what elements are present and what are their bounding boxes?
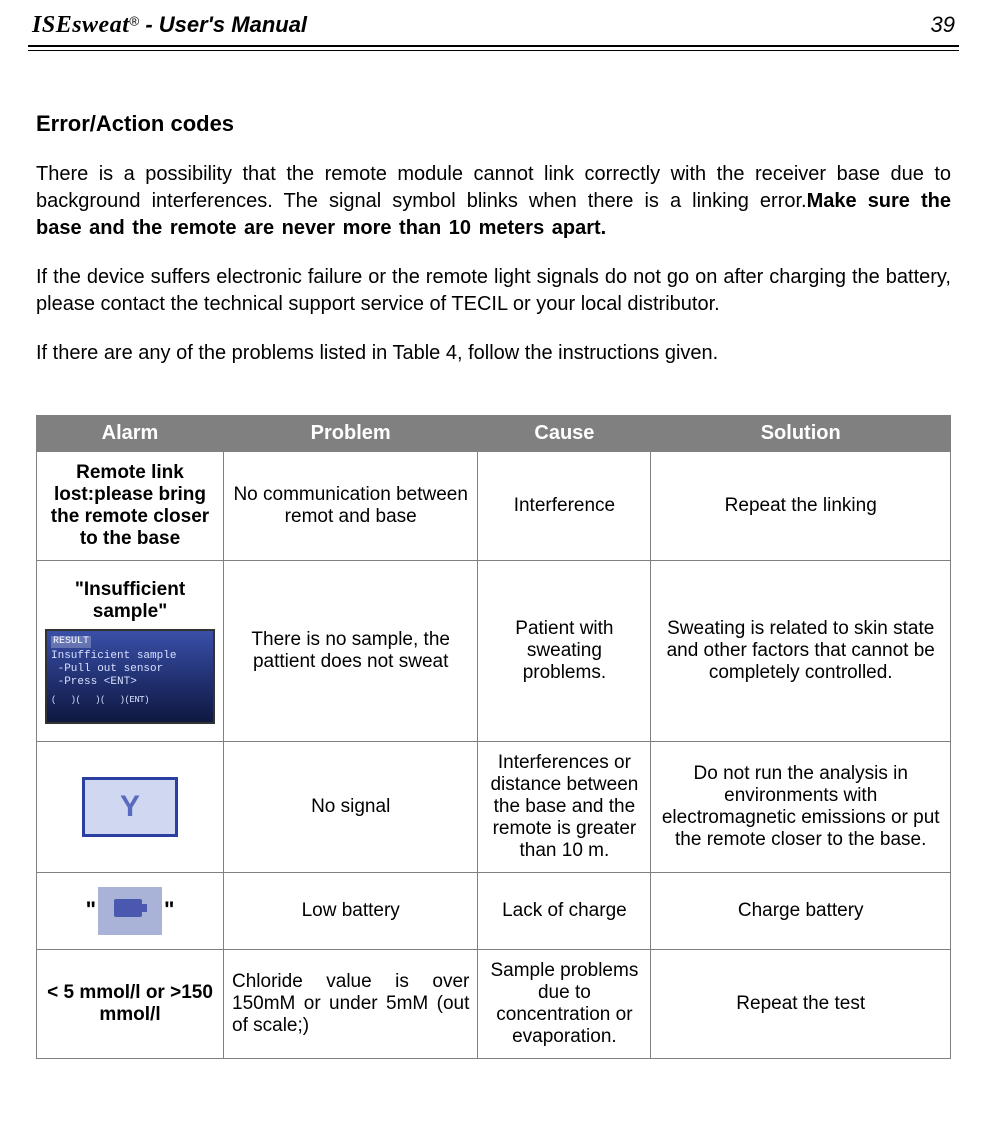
quote-close: " xyxy=(164,897,174,922)
header-left: ISEsweat® - User's Manual xyxy=(32,12,307,39)
cell-cause-1: Patient with sweating problems. xyxy=(478,561,651,742)
table-row: Remote link lost:please bring the remote… xyxy=(37,452,951,561)
brand-name: ISEsweat xyxy=(32,12,129,38)
paragraph-2: If the device suffers electronic failure… xyxy=(36,264,951,318)
th-problem: Problem xyxy=(224,416,478,452)
cell-cause-0: Interference xyxy=(478,452,651,561)
antenna-icon: Y xyxy=(120,790,140,824)
no-signal-icon: Y xyxy=(82,777,178,837)
lcd-screenshot: RESULT Insufficient sample -Pull out sen… xyxy=(45,629,215,724)
content-area: Error/Action codes There is a possibilit… xyxy=(28,51,959,1059)
cell-cause-2: Interferences or distance between the ba… xyxy=(478,742,651,873)
table-row: Y No signal Interferences or distance be… xyxy=(37,742,951,873)
paragraph-1: There is a possibility that the remote m… xyxy=(36,161,951,242)
cell-solution-2: Do not run the analysis in environments … xyxy=(651,742,951,873)
page-header: ISEsweat® - User's Manual 39 xyxy=(28,12,959,43)
cell-problem-0: No communication between remot and base xyxy=(224,452,478,561)
table-row: "Insufficient sample" RESULT Insufficien… xyxy=(37,561,951,742)
cell-alarm-1: "Insufficient sample" RESULT Insufficien… xyxy=(37,561,224,742)
table-row: "" Low battery Lack of charge Charge bat… xyxy=(37,873,951,950)
cell-problem-2: No signal xyxy=(224,742,478,873)
lcd-line3: -Press <ENT> xyxy=(51,676,209,689)
cell-alarm-0: Remote link lost:please bring the remote… xyxy=(37,452,224,561)
section-title: Error/Action codes xyxy=(36,111,951,137)
paragraph-3: If there are any of the problems listed … xyxy=(36,340,951,367)
table-header-row: Alarm Problem Cause Solution xyxy=(37,416,951,452)
manual-page: ISEsweat® - User's Manual 39 Error/Actio… xyxy=(0,0,987,1132)
alarm-1-label: "Insufficient sample" xyxy=(45,579,215,623)
lcd-line2: -Pull out sensor xyxy=(51,663,209,676)
cell-solution-1: Sweating is related to skin state and ot… xyxy=(651,561,951,742)
th-cause: Cause xyxy=(478,416,651,452)
cell-cause-3: Lack of charge xyxy=(478,873,651,950)
registered-mark: ® xyxy=(129,14,139,29)
th-alarm: Alarm xyxy=(37,416,224,452)
lcd-bottom: ( )( )( )(ENT) xyxy=(51,695,209,706)
cell-solution-3: Charge battery xyxy=(651,873,951,950)
manual-title: - User's Manual xyxy=(139,12,307,37)
error-codes-table: Alarm Problem Cause Solution Remote link… xyxy=(36,415,951,1059)
cell-problem-4: Chloride value is over 150mM or under 5m… xyxy=(224,950,478,1059)
table-row: < 5 mmol/l or >150 mmol/l Chloride value… xyxy=(37,950,951,1059)
quote-open: " xyxy=(86,897,96,922)
cell-problem-1: There is no sample, the pattient does no… xyxy=(224,561,478,742)
low-battery-wrap: "" xyxy=(86,897,175,922)
cell-alarm-3: "" xyxy=(37,873,224,950)
header-rule-thick xyxy=(28,45,959,47)
cell-alarm-2: Y xyxy=(37,742,224,873)
cell-alarm-4: < 5 mmol/l or >150 mmol/l xyxy=(37,950,224,1059)
lcd-title: RESULT xyxy=(51,636,91,648)
page-number: 39 xyxy=(931,12,955,38)
cell-solution-0: Repeat the linking xyxy=(651,452,951,561)
cell-solution-4: Repeat the test xyxy=(651,950,951,1059)
lcd-line1: Insufficient sample xyxy=(51,650,209,663)
cell-problem-3: Low battery xyxy=(224,873,478,950)
th-solution: Solution xyxy=(651,416,951,452)
cell-cause-4: Sample problems due to concentration or … xyxy=(478,950,651,1059)
battery-icon xyxy=(98,887,162,935)
